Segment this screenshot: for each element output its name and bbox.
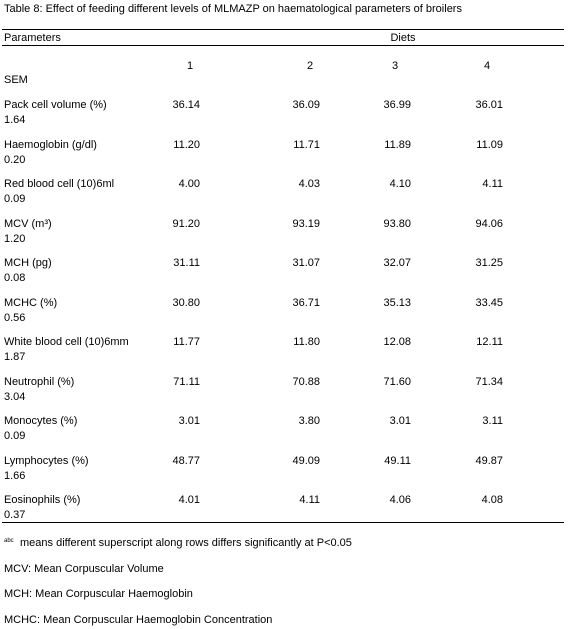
cell-value: 11.77 (173, 336, 200, 348)
cell-value: 3.01 (389, 415, 411, 427)
cell-value: 48.77 (172, 454, 200, 467)
cell-value: 36.99 (383, 99, 411, 111)
footnote: MCH: Mean Corpuscular Haemoglobin (4, 588, 193, 600)
cell-value: 93.80 (383, 217, 411, 230)
parameter: Monocytes (%) (4, 415, 78, 427)
cell-value: 11.71 (293, 138, 320, 151)
parameter: Lymphocytes (%) (4, 454, 89, 467)
table-bottom-rule (2, 522, 564, 523)
cell-value: 3.01 (178, 415, 200, 427)
cell-value: 12.08 (383, 336, 411, 348)
cell-value: 30.80 (172, 296, 200, 309)
cell-value: 36.01 (475, 99, 503, 111)
diet-header: 2 (306, 60, 314, 72)
sem-header: SEM (4, 74, 28, 86)
sem-value: 1.64 (4, 114, 26, 126)
title: Table 8: Effect of feeding different lev… (4, 3, 462, 15)
header-rule (2, 45, 564, 46)
cell-value: 35.13 (383, 296, 411, 309)
diet-header: 4 (483, 60, 491, 72)
column-header: Diets (390, 32, 416, 44)
sem-value: 0.56 (4, 311, 26, 324)
cell-value: 32.07 (383, 257, 411, 269)
cell-value: 3.11 (482, 415, 503, 427)
cell-value: 71.34 (475, 375, 503, 388)
parameter: MCH (pg) (4, 257, 52, 269)
footnote-superscript: abc (4, 538, 14, 544)
cell-value: 49.87 (475, 454, 503, 467)
parameter: Red blood cell (10)6ml (4, 178, 115, 190)
footnote: MCHC: Mean Corpuscular Haemoglobin Conce… (4, 614, 273, 626)
cell-value: 3.80 (298, 415, 320, 427)
sem-value: 0.09 (4, 430, 26, 442)
cell-value: 4.00 (178, 178, 200, 190)
cell-value: 11.20 (173, 138, 200, 151)
table-top-rule (2, 29, 564, 30)
parameter: MCHC (%) (4, 296, 58, 309)
cell-value: 33.45 (475, 296, 503, 309)
cell-value: 11.09 (476, 138, 503, 151)
cell-value: 49.11 (384, 454, 411, 467)
parameter: MCV (m³) (4, 217, 52, 230)
footnote: means different superscript along rows d… (20, 537, 352, 549)
cell-value: 31.07 (292, 257, 320, 269)
cell-value: 91.20 (172, 217, 200, 230)
cell-value: 71.11 (173, 375, 200, 388)
cell-value: 4.10 (389, 178, 411, 190)
parameter: Neutrophil (%) (4, 375, 75, 388)
cell-value: 36.09 (292, 99, 320, 111)
sem-value: 0.08 (4, 272, 26, 284)
sem-value: 3.04 (4, 390, 26, 403)
diet-header: 3 (391, 60, 399, 72)
diet-header: 1 (186, 60, 194, 72)
cell-value: 4.01 (178, 494, 200, 506)
cell-value: 12.11 (476, 336, 503, 348)
cell-value: 31.25 (475, 257, 503, 269)
sem-value: 1.87 (4, 351, 26, 363)
parameter: Eosinophils (%) (4, 494, 81, 506)
sem-value: 0.09 (4, 193, 26, 205)
parameter: Haemoglobin (g/dl) (4, 138, 97, 151)
cell-value: 4.11 (299, 494, 320, 506)
cell-value: 4.11 (482, 178, 503, 190)
cell-value: 36.71 (292, 296, 320, 309)
parameter: Pack cell volume (%) (4, 99, 107, 111)
cell-value: 4.08 (481, 494, 503, 506)
cell-value: 71.60 (383, 375, 411, 388)
column-header: Parameters (4, 32, 61, 44)
sem-value: 1.66 (4, 469, 26, 482)
footnote: MCV: Mean Corpuscular Volume (4, 563, 164, 575)
cell-value: 4.06 (389, 494, 411, 506)
cell-value: 94.06 (475, 217, 503, 230)
cell-value: 49.09 (292, 454, 320, 467)
sem-value: 0.20 (4, 153, 26, 166)
cell-value: 11.89 (384, 138, 411, 151)
sem-value: 1.20 (4, 232, 26, 245)
cell-value: 4.03 (298, 178, 320, 190)
cell-value: 93.19 (292, 217, 320, 230)
sem-value: 0.37 (4, 509, 26, 521)
cell-value: 31.11 (173, 257, 200, 269)
cell-value: 11.80 (293, 336, 320, 348)
cell-value: 36.14 (172, 99, 200, 111)
parameter: White blood cell (10)6mm (4, 336, 129, 348)
cell-value: 70.88 (292, 375, 320, 388)
